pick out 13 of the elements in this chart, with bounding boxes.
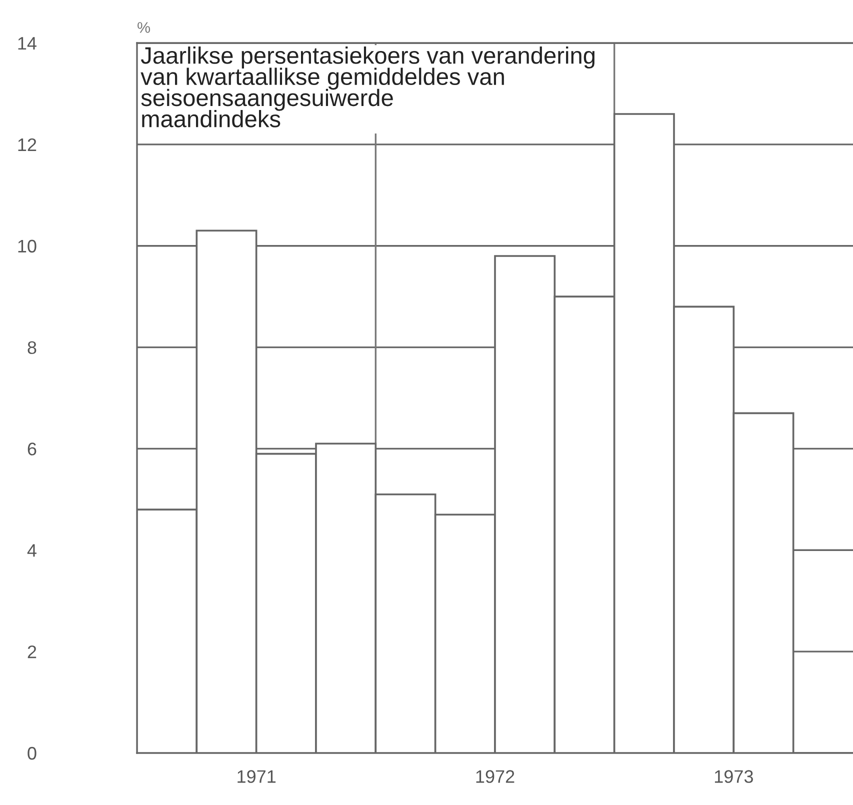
y-tick-label: 8	[28, 341, 36, 354]
y-axis-title: %	[138, 22, 150, 33]
y-tick-label: 6	[28, 442, 36, 456]
text: Jaarlikse persentasiekoers van verandering van kwartaallikse gemiddeldes van seisoensaangesuiwerde maandindeks	[140, 46, 594, 128]
y-tick-label: 0	[28, 746, 36, 760]
x-tick-label: 1972	[476, 770, 514, 783]
x-tick-label: 1973	[714, 770, 753, 783]
y-tick-label: 2	[28, 646, 36, 658]
x-tick-label: 1971	[238, 770, 276, 783]
y-tick-label: 10	[18, 240, 36, 253]
y-tick-label: 4	[27, 544, 36, 557]
y-tick-label: 12	[18, 138, 36, 151]
y-tick-label: 14	[18, 37, 36, 50]
